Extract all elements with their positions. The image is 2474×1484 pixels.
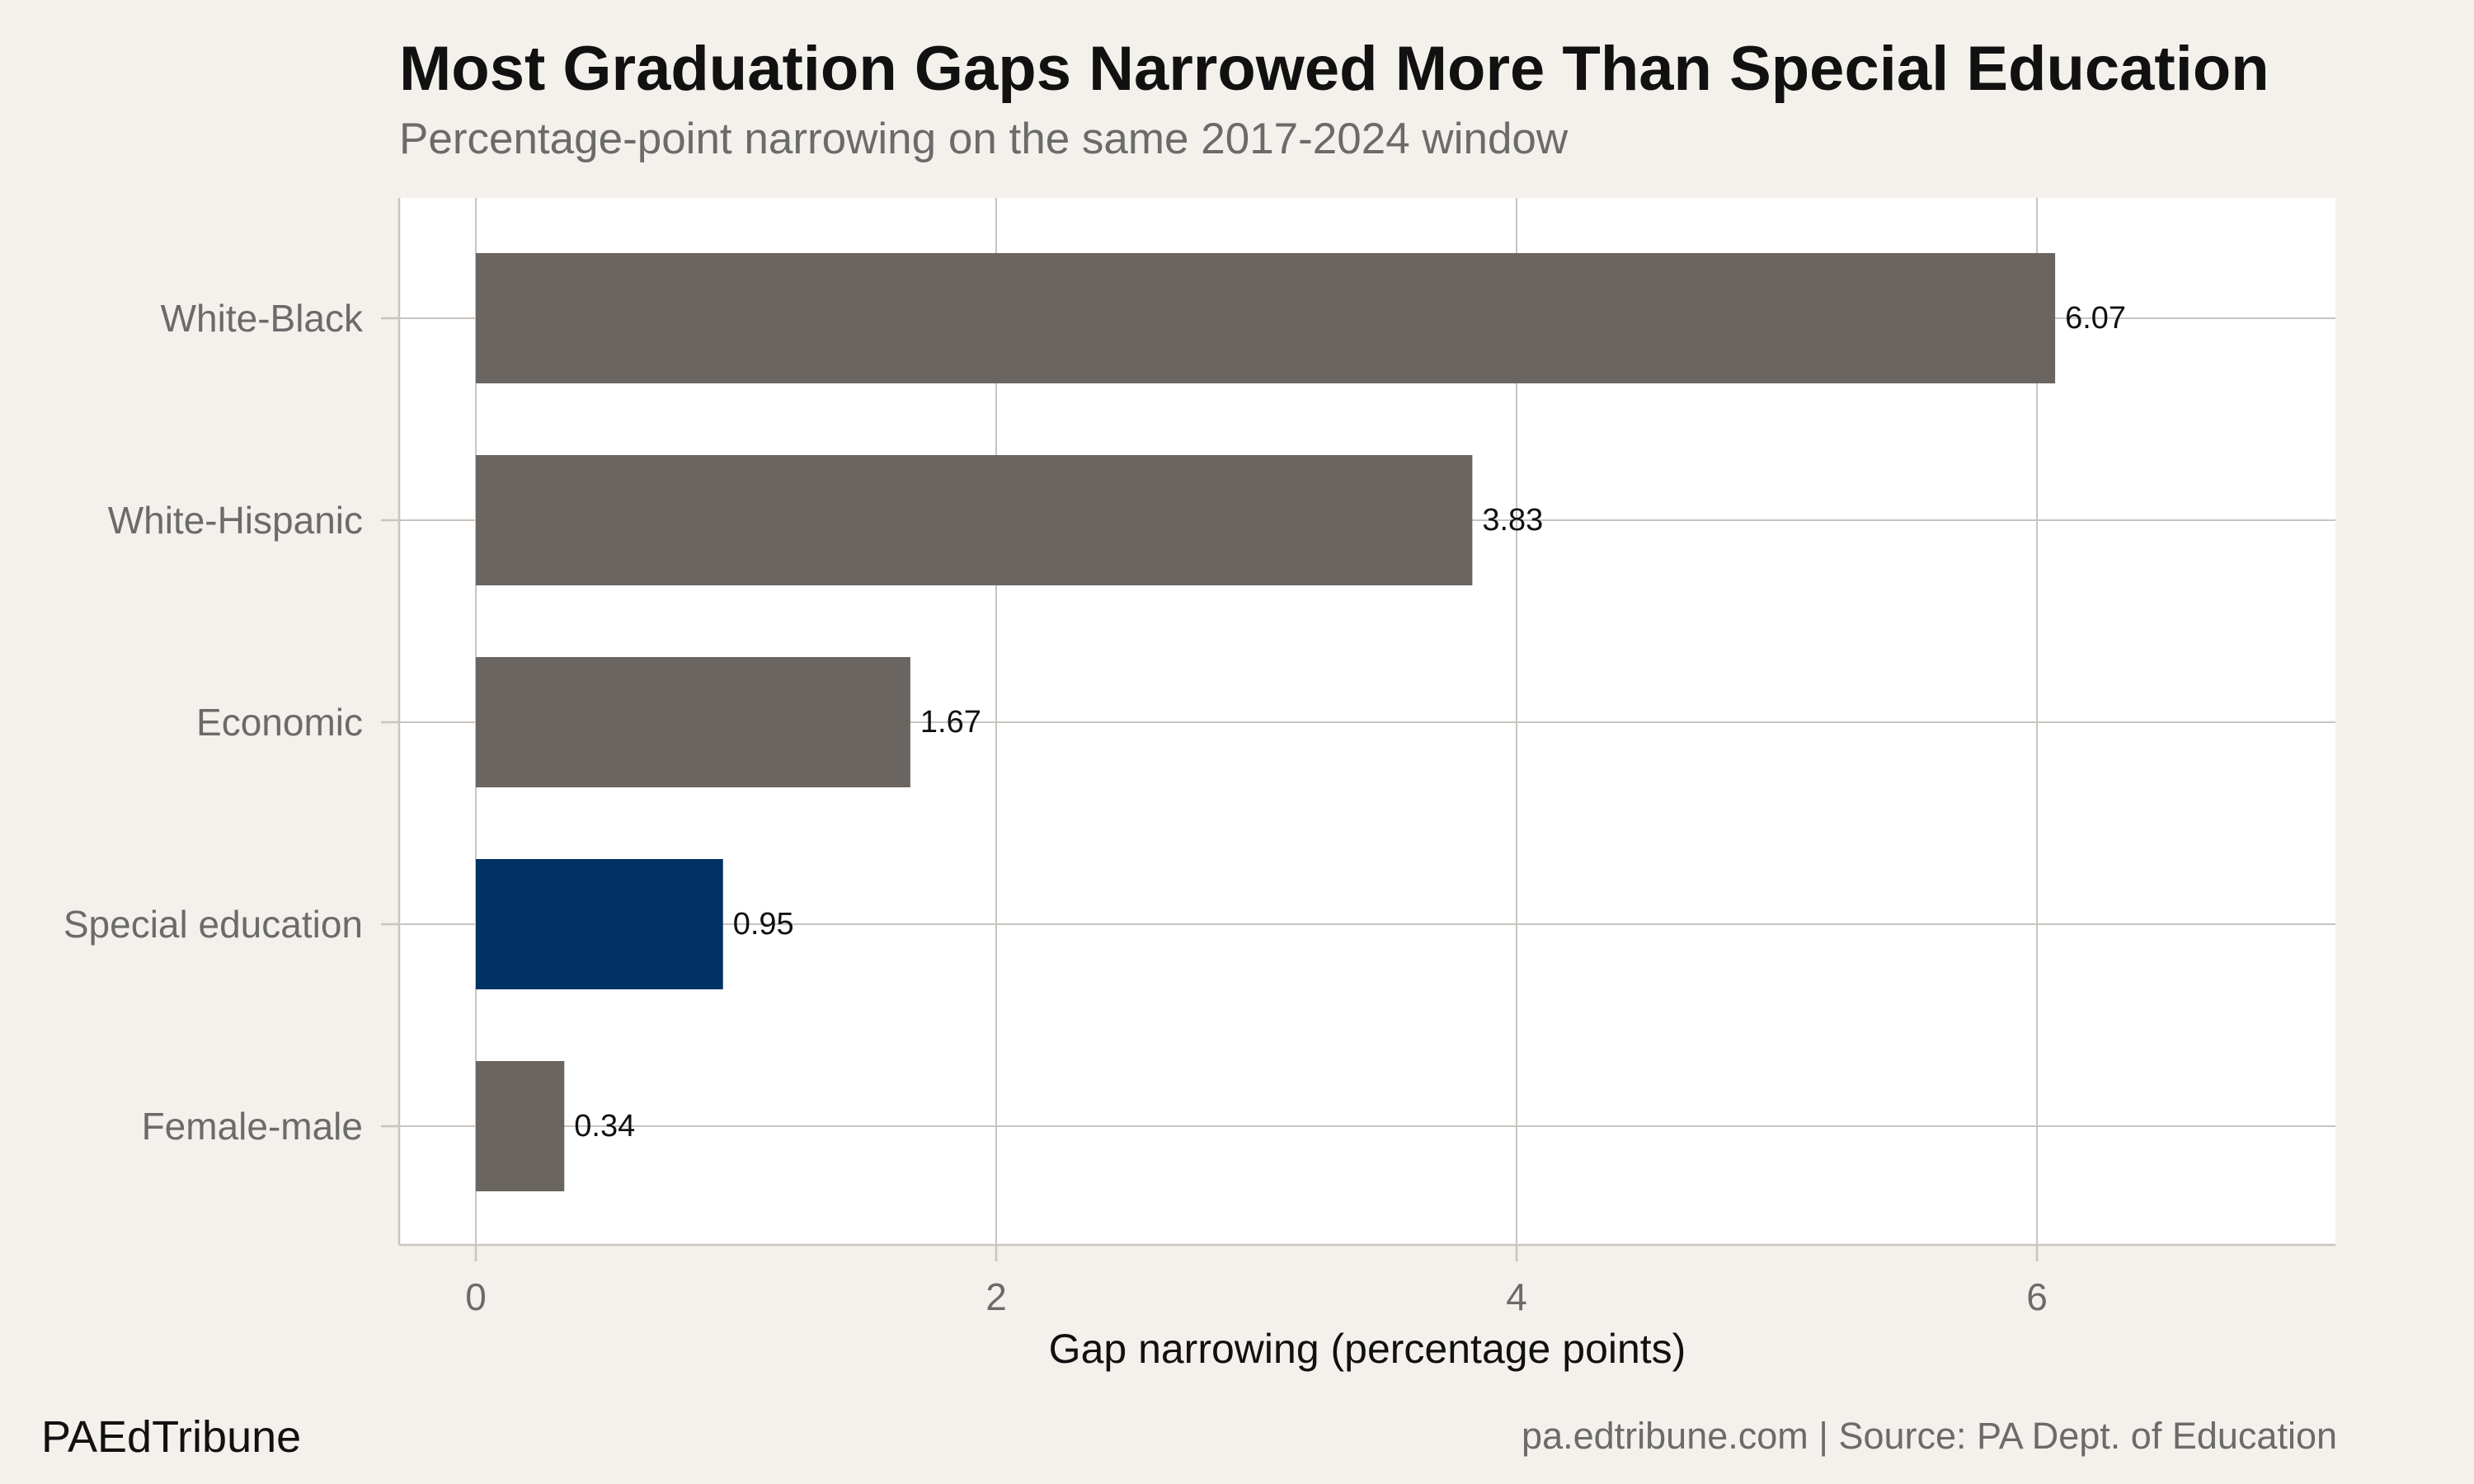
- y-tick-label: White-Hispanic: [108, 499, 363, 542]
- bar: [476, 1061, 565, 1191]
- x-axis-title: Gap narrowing (percentage points): [1049, 1326, 1686, 1372]
- chart-subtitle: Percentage-point narrowing on the same 2…: [399, 115, 1569, 163]
- bar: [476, 859, 723, 989]
- data-label: 1.67: [920, 705, 981, 740]
- bar: [476, 657, 910, 787]
- brand-logo-text: PAEdTribune: [41, 1412, 302, 1462]
- x-tick-label: 6: [2026, 1275, 2048, 1318]
- x-tick-label: 0: [465, 1275, 487, 1318]
- data-label: 6.07: [2065, 301, 2126, 336]
- y-tick-label: Economic: [196, 701, 363, 744]
- chart-title: Most Graduation Gaps Narrowed More Than …: [399, 34, 2269, 104]
- x-tick-label: 4: [1506, 1275, 1527, 1318]
- y-tick-label: White-Black: [161, 297, 364, 340]
- y-tick-label: Special education: [63, 903, 363, 946]
- source-note: pa.edtribune.com | Source: PA Dept. of E…: [1522, 1415, 2337, 1457]
- y-tick-label: Female-male: [142, 1105, 363, 1148]
- x-tick-label: 2: [985, 1275, 1007, 1318]
- data-label: 0.34: [574, 1109, 635, 1144]
- bar: [476, 253, 2056, 383]
- bar: [476, 455, 1473, 585]
- data-label: 3.83: [1482, 503, 1543, 538]
- data-label: 0.95: [733, 907, 794, 942]
